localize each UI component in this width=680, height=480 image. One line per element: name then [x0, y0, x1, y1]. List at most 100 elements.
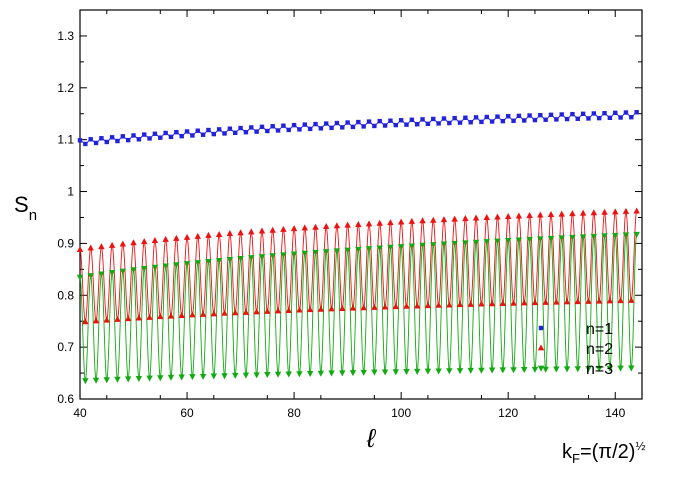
data-point: [440, 216, 448, 223]
data-point: [558, 210, 565, 217]
data-point: [574, 366, 581, 373]
data-point: [447, 120, 452, 126]
data-point: [510, 367, 517, 374]
data-point: [462, 215, 469, 222]
data-point: [595, 365, 603, 372]
data-point: [215, 257, 223, 264]
data-point: [606, 365, 614, 372]
data-point: [328, 370, 335, 377]
data-point: [601, 233, 608, 240]
data-point: [173, 234, 180, 241]
data-point: [602, 110, 607, 116]
data-point: [473, 115, 479, 120]
data-point: [446, 301, 453, 308]
data-point: [521, 367, 528, 374]
data-point: [258, 254, 266, 261]
data-point: [249, 125, 254, 130]
data-point: [200, 132, 206, 137]
y-axis-title-subscript: n: [29, 207, 37, 224]
data-point: [152, 131, 158, 136]
data-point: [195, 128, 200, 133]
data-point: [522, 118, 527, 123]
annotation-base: k: [562, 441, 573, 463]
data-point: [124, 315, 132, 322]
data-point: [291, 122, 297, 128]
data-point: [419, 242, 426, 249]
data-point: [103, 377, 110, 384]
data-point: [580, 111, 586, 117]
data-point: [365, 220, 373, 227]
data-point: [87, 273, 94, 280]
data-point: [489, 119, 495, 124]
data-point: [387, 244, 394, 251]
data-point: [612, 208, 619, 215]
data-point: [227, 126, 233, 131]
data-point: [462, 240, 469, 247]
data-point: [547, 235, 555, 242]
data-point: [483, 239, 490, 246]
data-point: [495, 114, 500, 119]
data-point: [258, 227, 266, 234]
data-point: [199, 373, 207, 380]
data-point: [178, 311, 185, 318]
data-point: [290, 225, 298, 232]
data-point: [167, 374, 175, 381]
data-point: [381, 369, 389, 376]
data-point: [494, 238, 501, 245]
data-point: [441, 116, 447, 121]
series-points-2: [76, 207, 640, 325]
data-point: [585, 366, 592, 373]
data-point: [398, 118, 404, 123]
data-point: [108, 241, 116, 248]
data-point: [253, 372, 260, 379]
data-point: [248, 228, 255, 235]
data-point: [634, 110, 639, 115]
data-point: [526, 211, 533, 218]
data-point: [431, 116, 436, 122]
data-point: [499, 299, 507, 306]
data-point: [167, 312, 175, 319]
data-point: [532, 117, 538, 123]
data-point: [194, 232, 201, 239]
data-point: [206, 127, 211, 133]
data-point: [77, 138, 83, 143]
data-point: [574, 298, 581, 305]
data-point: [472, 214, 480, 221]
y-tick-label: 1.2: [57, 81, 74, 95]
data-point: [334, 120, 340, 126]
data-point: [88, 137, 93, 142]
data-point: [376, 219, 383, 226]
data-point: [371, 303, 378, 310]
data-point: [306, 371, 314, 378]
fermi-momentum-annotation: kF=(π/2)½: [562, 439, 645, 466]
data-point: [456, 368, 464, 375]
data-point: [628, 365, 635, 372]
data-point: [356, 119, 361, 125]
data-point: [371, 369, 378, 376]
data-point: [328, 305, 335, 312]
data-point: [451, 215, 458, 222]
data-point: [317, 370, 325, 377]
data-point: [183, 261, 191, 268]
data-point: [435, 301, 442, 308]
data-point: [157, 313, 164, 320]
data-point: [275, 128, 281, 133]
data-point: [114, 315, 121, 322]
data-point: [179, 133, 184, 139]
data-point: [558, 235, 565, 242]
data-point: [451, 240, 458, 247]
data-point: [109, 135, 115, 140]
data-point: [340, 125, 345, 130]
data-point: [355, 246, 362, 253]
data-point: [355, 220, 362, 227]
data-point: [183, 233, 191, 240]
data-point: [397, 218, 405, 225]
data-point: [98, 271, 105, 278]
y-tick-label: 0.8: [57, 288, 74, 302]
data-point: [146, 313, 153, 320]
data-point: [440, 241, 448, 248]
data-point: [281, 123, 286, 128]
data-point: [504, 238, 512, 245]
data-point: [248, 255, 255, 262]
